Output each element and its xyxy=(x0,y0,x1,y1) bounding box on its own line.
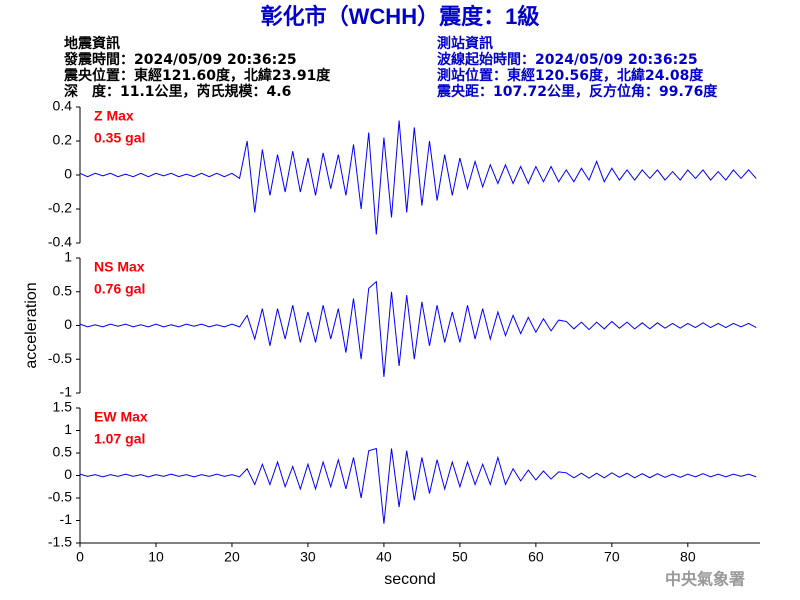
waveform xyxy=(79,447,757,524)
y-tick-label: 0.2 xyxy=(53,132,73,148)
y-tick-label: 1 xyxy=(64,249,72,265)
annotation: 0.35 gal xyxy=(94,130,145,146)
annotation: EW Max xyxy=(94,409,148,425)
y-tick-label: 1 xyxy=(64,421,72,437)
y-tick-label: -0.4 xyxy=(48,234,72,250)
y-tick-label: -1 xyxy=(60,384,73,400)
info-right: 震央距：107.72公里，反方位角：99.76度 xyxy=(436,83,718,100)
y-tick-label: 0.5 xyxy=(53,282,73,298)
x-tick-label: 70 xyxy=(604,549,620,565)
info-left: 震央位置：東經121.60度，北緯23.91度 xyxy=(63,67,331,84)
annotation: 0.76 gal xyxy=(94,281,145,297)
x-tick-label: 60 xyxy=(528,549,544,565)
y-axis-label: acceleration xyxy=(23,282,40,368)
x-tick-label: 20 xyxy=(224,549,240,565)
x-axis-label: second xyxy=(384,571,436,588)
x-tick-label: 40 xyxy=(376,549,392,565)
waveform xyxy=(79,280,757,377)
x-tick-label: 0 xyxy=(76,549,84,565)
waveform xyxy=(79,120,757,235)
annotation: Z Max xyxy=(94,108,134,124)
y-tick-label: -1.5 xyxy=(48,534,72,550)
x-tick-label: 30 xyxy=(300,549,316,565)
y-tick-label: 0 xyxy=(64,466,72,482)
info-right: 波線起始時間：2024/05/09 20:36:25 xyxy=(437,51,698,68)
y-tick-label: 1.5 xyxy=(53,399,73,415)
y-tick-label: -1 xyxy=(60,511,73,527)
footer: 中央氣象署 xyxy=(665,570,745,589)
y-tick-label: 0 xyxy=(64,166,72,182)
info-left: 發震時間：2024/05/09 20:36:25 xyxy=(63,51,297,68)
y-tick-label: -0.2 xyxy=(48,200,72,216)
title: 彰化市（WCHH）震度：1級 xyxy=(261,4,540,29)
x-tick-label: 80 xyxy=(680,549,696,565)
info-right: 測站資訊 xyxy=(437,35,493,52)
x-tick-label: 50 xyxy=(452,549,468,565)
y-tick-label: 0 xyxy=(64,316,72,332)
y-tick-label: -0.5 xyxy=(48,489,72,505)
info-right: 測站位置：東經120.56度，北緯24.08度 xyxy=(437,67,704,84)
y-tick-label: 0.4 xyxy=(53,98,73,114)
annotation: NS Max xyxy=(94,259,145,275)
info-left: 地震資訊 xyxy=(64,35,120,52)
annotation: 1.07 gal xyxy=(94,431,145,447)
info-left: 深 度：11.1公里，芮氏規模：4.6 xyxy=(64,83,291,100)
x-tick-label: 10 xyxy=(148,549,164,565)
y-tick-label: 0.5 xyxy=(53,444,73,460)
y-tick-label: -0.5 xyxy=(48,350,72,366)
